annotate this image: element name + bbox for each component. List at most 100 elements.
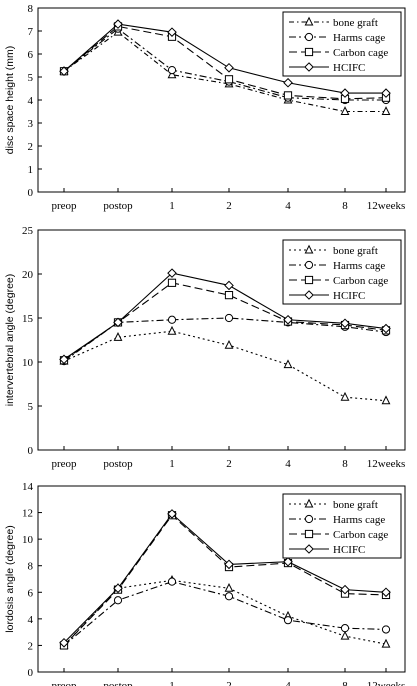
y-tick-label: 8 <box>28 561 34 573</box>
legend-marker <box>304 529 314 539</box>
y-tick-label: 20 <box>22 269 34 281</box>
x-tick-label: preop <box>51 458 77 470</box>
legend-marker <box>304 514 314 524</box>
legend-label: HCIFC <box>333 290 365 302</box>
data-point <box>340 318 350 329</box>
y-tick-label: 1 <box>28 164 34 176</box>
data-point <box>224 75 234 84</box>
legend-marker <box>304 290 314 300</box>
data-point <box>340 624 350 633</box>
series-bone-graft <box>59 325 391 405</box>
x-tick-label: 2 <box>226 680 232 686</box>
data-point <box>167 315 177 324</box>
legend: bone graft Harms cage Carbon cage HCIFC <box>282 239 402 305</box>
x-tick-label: preop <box>51 200 77 212</box>
data-point <box>59 66 69 77</box>
x-tick-label: 12weeks <box>367 680 406 686</box>
data-point <box>381 395 391 405</box>
data-point <box>113 317 123 328</box>
y-tick-label: 0 <box>28 667 34 679</box>
data-point <box>381 323 391 334</box>
data-point <box>224 592 234 601</box>
data-point <box>113 583 123 594</box>
legend-marker <box>304 260 314 270</box>
legend-marker <box>304 16 314 26</box>
x-tick-label: postop <box>103 200 133 212</box>
series-hcifc <box>59 19 391 98</box>
data-point <box>167 509 177 519</box>
legend-label: Carbon cage <box>333 529 388 541</box>
plot-frame <box>37 229 406 451</box>
legend-label: Harms cage <box>333 514 385 526</box>
x-tick-label: postop <box>103 458 133 470</box>
legend-box <box>282 239 402 305</box>
data-point <box>283 616 293 625</box>
legend: bone graft Harms cage Carbon cage HCIFC <box>282 11 402 77</box>
data-point <box>59 637 69 648</box>
legend-marker <box>304 275 314 285</box>
x-tick-label: 2 <box>226 200 232 212</box>
x-tick-label: postop <box>103 680 133 686</box>
y-tick-label: 15 <box>22 313 34 325</box>
legend-label: bone graft <box>333 499 378 511</box>
y-tick-label: 2 <box>28 141 34 153</box>
data-point <box>283 314 293 325</box>
legend-label: HCIFC <box>333 62 365 74</box>
y-tick-label: 5 <box>28 401 34 413</box>
x-tick-label: 4 <box>285 200 291 212</box>
legend-label: Harms cage <box>333 260 385 272</box>
series-hcifc <box>59 268 391 365</box>
data-point <box>224 291 234 300</box>
data-point <box>167 268 177 278</box>
legend-label: Carbon cage <box>333 47 388 59</box>
series-harms-cage <box>59 577 391 650</box>
x-tick-label: 1 <box>169 200 175 212</box>
data-point <box>224 582 234 592</box>
data-point <box>224 280 234 291</box>
legend: bone graft Harms cage Carbon cage HCIFC <box>282 493 402 559</box>
data-point <box>381 106 391 115</box>
data-point <box>381 88 391 98</box>
data-point <box>224 313 234 323</box>
y-tick-label: 5 <box>28 72 34 84</box>
data-point <box>167 27 177 37</box>
series-harms-cage <box>59 313 391 366</box>
data-point <box>283 556 293 567</box>
y-tick-label: 4 <box>28 95 34 107</box>
data-point <box>167 577 177 586</box>
data-point <box>381 638 391 648</box>
data-point <box>167 325 177 335</box>
legend-marker <box>304 47 314 57</box>
y-tick-label: 10 <box>22 357 34 369</box>
x-tick-label: 1 <box>169 680 175 686</box>
y-tick-label: 10 <box>22 534 34 546</box>
y-tick-label: 6 <box>28 587 34 599</box>
data-point <box>340 584 350 595</box>
legend-box <box>282 11 402 77</box>
x-tick-label: 4 <box>285 680 291 686</box>
data-point <box>167 66 177 75</box>
legend-marker <box>304 32 314 42</box>
y-tick-label: 12 <box>22 508 33 520</box>
chart-panel-1: 0 1 2 3 4 5 6 7 8 preop postop 1 2 4 8 12weeks disc spac… <box>4 3 406 212</box>
data-point <box>340 391 350 401</box>
y-tick-label: 7 <box>28 26 34 38</box>
series-hcifc <box>59 509 391 648</box>
data-point <box>381 587 391 598</box>
data-point <box>113 19 123 29</box>
legend-box <box>282 493 402 559</box>
series-line <box>63 330 387 402</box>
data-point <box>340 88 350 98</box>
x-tick-label: 8 <box>342 458 348 470</box>
x-tick-label: 12weeks <box>367 458 406 470</box>
chart-panel-2: 0 5 10 15 20 25 preop postop 1 2 4 8 12weeks interver… <box>4 225 406 470</box>
data-point <box>283 91 293 100</box>
plot-frame <box>37 485 406 673</box>
y-tick-label: 14 <box>22 481 34 493</box>
legend-label: Carbon cage <box>333 275 388 287</box>
data-point <box>283 77 293 88</box>
x-tick-label: 4 <box>285 458 291 470</box>
x-tick-label: 8 <box>342 200 348 212</box>
